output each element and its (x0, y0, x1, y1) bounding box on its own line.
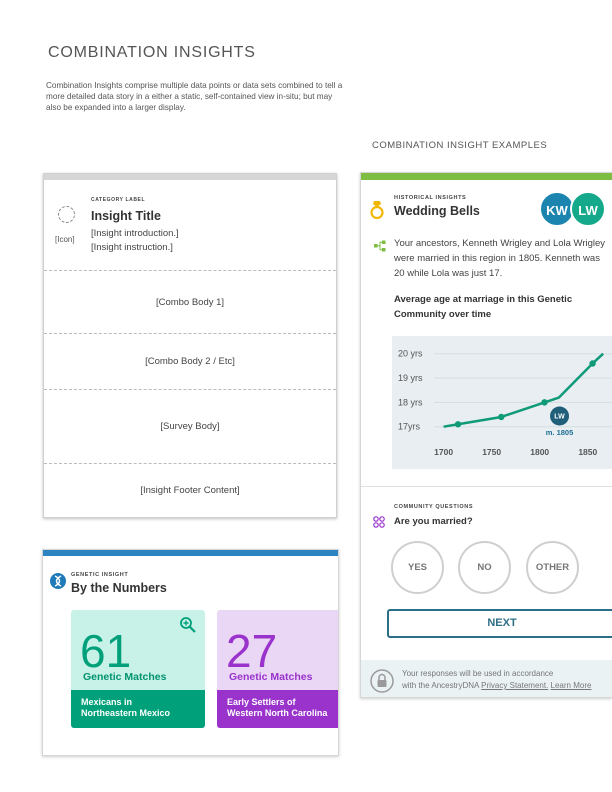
insight-instruction: [Insight instruction.] (91, 242, 173, 253)
insight-story: Your ancestors, Kenneth Wrigley and Lola… (394, 238, 606, 279)
y-tick-label: 19 yrs (398, 373, 423, 383)
survey-body: [Survey Body] (44, 389, 336, 463)
privacy-line-2: with the AncestryDNA Privacy Statement. … (402, 680, 591, 692)
y-tick-label: 20 yrs (398, 349, 423, 359)
placeholder-icon (58, 206, 75, 223)
community-line-2: Western North Carolina (227, 708, 328, 718)
answer-yes-button[interactable]: YES (391, 541, 444, 594)
category-label: CATEGORY LABEL (91, 197, 146, 203)
learn-more-link[interactable]: Learn More (550, 681, 592, 690)
stat-tile-early-settlers[interactable]: 27 Genetic Matches Early Settlers of Wes… (217, 610, 338, 728)
insight-title: Insight Title (91, 209, 161, 223)
marriage-age-chart: 17yrs 18 yrs 19 yrs 20 yrs 1700 1750 1800 1850 L… (392, 336, 612, 469)
marker-initials: LW (554, 414, 565, 421)
card-header: [Icon] CATEGORY LABEL Insight Title [Ins… (44, 180, 336, 270)
community-icon (373, 515, 385, 533)
historical-insight-card: HISTORICAL INSIGHTS Wedding Bells KW LW … (360, 172, 612, 698)
category-label: HISTORICAL INSIGHTS (394, 195, 467, 201)
insight-title: By the Numbers (71, 581, 167, 595)
dna-icon-glyph (54, 575, 62, 587)
marker-avatar (550, 406, 570, 426)
insight-footer: [Insight Footer Content] (44, 463, 336, 517)
privacy-line-1: Your responses will be used in accordanc… (402, 669, 554, 678)
x-tick-label: 1850 (578, 447, 597, 457)
card-top-bar (43, 550, 338, 556)
privacy-text: Your responses will be used in accordanc… (402, 668, 591, 692)
match-count: 27 (226, 625, 278, 677)
next-button[interactable]: NEXT (387, 609, 612, 638)
y-tick-label: 17yrs (398, 422, 421, 432)
community-line-1: Early Settlers of (227, 697, 296, 707)
x-tick-label: 1700 (434, 447, 453, 457)
answer-other-button[interactable]: OTHER (526, 541, 579, 594)
match-label: Genetic Matches (229, 671, 313, 683)
match-label: Genetic Matches (83, 671, 167, 683)
community-line-2: Northeastern Mexico (81, 708, 171, 718)
zoom-in-icon[interactable] (179, 616, 197, 639)
family-tree-icon (374, 239, 386, 257)
privacy-footer: Your responses will be used in accordanc… (361, 660, 612, 697)
x-tick-label: 1800 (530, 447, 549, 457)
match-count: 61 (80, 625, 132, 677)
wedding-ring-icon (369, 200, 385, 225)
icon-placeholder-label: [Icon] (55, 235, 75, 244)
privacy-prefix: with the AncestryDNA (402, 681, 482, 690)
chart-canvas: 17yrs 18 yrs 19 yrs 20 yrs 1700 1750 1800 1850 L… (398, 349, 612, 457)
data-point (454, 421, 462, 428)
lock-icon (370, 669, 394, 697)
data-point (498, 413, 505, 421)
data-point (589, 360, 596, 367)
insight-intro: [Insight introduction.] [Insight instruc… (91, 227, 179, 255)
insight-title: Wedding Bells (394, 204, 480, 218)
card-top-bar (361, 173, 612, 180)
stat-tile-mexicans[interactable]: 61 Genetic Matches Mexicans in Northeast… (71, 610, 205, 728)
data-point (541, 399, 548, 406)
category-label: GENETIC INSIGHT (71, 572, 129, 578)
chart-title: Average age at marriage in this Genetic … (394, 294, 573, 320)
card-top-bar (44, 174, 336, 180)
y-tick-label: 18 yrs (398, 397, 423, 407)
series-line (443, 352, 605, 428)
community-name: Early Settlers of Western North Carolina (217, 690, 338, 728)
insight-introduction: [Insight introduction.] (91, 228, 179, 239)
insight-template-card: [Icon] CATEGORY LABEL Insight Title [Ins… (43, 173, 337, 518)
genetic-insight-card[interactable]: GENETIC INSIGHT By the Numbers 61 Geneti… (42, 549, 339, 756)
answer-no-button[interactable]: NO (458, 541, 511, 594)
community-line-1: Mexicans in (81, 697, 133, 707)
community-questions-label: COMMUNITY QUESTIONS (394, 504, 474, 510)
privacy-statement-link[interactable]: Privacy Statement. (481, 681, 549, 690)
combo-body-1: [Combo Body 1] (44, 270, 336, 333)
survey-question: Are you married? (394, 516, 473, 527)
community-name: Mexicans in Northeastern Mexico (71, 690, 205, 728)
section-divider (361, 486, 612, 487)
combo-body-2: [Combo Body 2 / Etc] (44, 333, 336, 389)
page-title: COMBINATION INSIGHTS (48, 44, 256, 61)
page-description: Combination Insights comprise multiple d… (46, 81, 343, 112)
avatar-lw[interactable]: LW (570, 191, 606, 227)
marker-label: m. 1805 (546, 428, 574, 437)
x-tick-label: 1750 (482, 447, 501, 457)
dna-icon (50, 573, 66, 589)
examples-label: COMBINATION INSIGHT EXAMPLES (372, 140, 548, 151)
